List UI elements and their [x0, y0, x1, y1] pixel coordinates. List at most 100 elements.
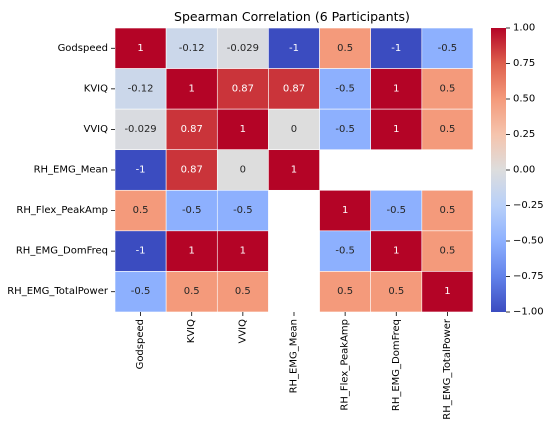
colorbar-tick-label: 0.00: [513, 165, 535, 176]
heatmap-cell: [421, 271, 474, 313]
cell-value-label: -0.12: [128, 83, 154, 94]
column-tick-label: RH_EMG_DomFreq: [391, 319, 402, 411]
heatmap-cell: [421, 189, 474, 232]
cell-value-label: -0.5: [438, 43, 458, 54]
cell-value-label: -0.029: [227, 43, 259, 54]
heatmap-cell: [165, 108, 218, 151]
cell-value-label: 1: [393, 124, 399, 135]
column-tick-label: RH_Flex_PeakAmp: [340, 319, 351, 411]
row-tick-label: RH_EMG_TotalPower: [7, 286, 109, 297]
cell-value-label: 1: [393, 83, 399, 94]
colorbar-tick-label: −0.50: [513, 236, 544, 247]
cell-value-label: 0.87: [181, 124, 203, 135]
colorbar-gradient: [491, 28, 506, 312]
cell-value-label: 0.5: [235, 286, 251, 297]
row-tick-label: RH_Flex_PeakAmp: [16, 205, 108, 216]
heatmap-cell: [319, 108, 371, 151]
cell-value-label: -1: [289, 43, 299, 54]
heatmap-cell: [216, 27, 269, 69]
row-tick-label: Godspeed: [58, 43, 108, 54]
cell-value-label: 0.5: [388, 286, 404, 297]
cell-value-label: -0.12: [179, 43, 205, 54]
cell-value-label: 1: [444, 286, 450, 297]
cell-value-label: 0.5: [337, 286, 353, 297]
cell-value-label: -1: [391, 43, 401, 54]
heatmap-cell: [421, 230, 474, 272]
heatmap-cell: [216, 68, 269, 110]
heatmap-cell: [268, 108, 320, 151]
cell-value-label: 0.87: [283, 83, 305, 94]
heatmap-cell: [216, 271, 269, 313]
heatmap-cell: [370, 271, 423, 313]
column-tick-label: Godspeed: [135, 319, 146, 369]
row-tick-label: RH_EMG_DomFreq: [16, 246, 108, 257]
cell-value-label: 0.5: [133, 205, 149, 216]
row-tick-label: KVIQ: [84, 83, 108, 94]
row-tick-label: VVIQ: [83, 124, 108, 135]
cell-value-label: -1: [136, 165, 146, 176]
cell-value-label: 0: [240, 165, 246, 176]
heatmap-cells: [114, 27, 474, 313]
colorbar-tick-label: −0.75: [513, 271, 544, 282]
cell-value-label: 0: [291, 124, 297, 135]
cell-value-label: 1: [342, 205, 348, 216]
heatmap-cell: [370, 108, 423, 151]
heatmap-cell-labels: 1 -0.12 -0.029 -1 0.5 -1 -0.5 -0.12 1 0.87 0.87 -0.…: [124, 43, 457, 297]
heatmap-cell: [165, 189, 218, 232]
colorbar-tick-label: −0.25: [513, 200, 544, 211]
cell-value-label: -1: [136, 246, 146, 257]
cell-value-label: 0.5: [439, 83, 455, 94]
cell-value-label: -0.029: [124, 124, 156, 135]
cell-value-label: 0.5: [337, 43, 353, 54]
heatmap-cell: [319, 230, 371, 272]
cell-value-label: -0.5: [335, 83, 355, 94]
heatmap-cell: [165, 149, 218, 191]
colorbar-tick-label: 0.75: [513, 58, 535, 69]
cell-value-label: 0.5: [439, 205, 455, 216]
cell-value-label: 1: [137, 43, 143, 54]
heatmap-cell: [268, 149, 320, 191]
heatmap-cell: [114, 27, 167, 69]
heatmap-cell: [421, 108, 474, 151]
chart-title: Spearman Correlation (6 Participants): [174, 9, 410, 24]
heatmap-cell: [370, 230, 423, 272]
cell-value-label: 0.5: [439, 124, 455, 135]
heatmap-cell: [370, 68, 423, 110]
heatmap-cell: [370, 27, 423, 69]
cell-value-label: -0.5: [387, 205, 407, 216]
cell-value-label: 1: [291, 165, 297, 176]
cell-value-label: 1: [189, 246, 195, 257]
cell-value-label: 0.87: [181, 165, 203, 176]
cell-value-label: -0.5: [233, 205, 253, 216]
colorbar: −1.00 −0.75 −0.50 −0.25 0.00 0.25 0.50 0.75 1.00: [491, 23, 544, 318]
column-tick-label: VVIQ: [237, 319, 248, 344]
heatmap-cell: [319, 68, 371, 110]
column-tick-label: RH_EMG_Mean: [288, 319, 299, 393]
heatmap-cell: [216, 108, 269, 151]
colorbar-tick-label: 1.00: [513, 23, 535, 34]
heatmap-cell: [421, 68, 474, 110]
cell-value-label: 0.5: [439, 246, 455, 257]
cell-value-label: -0.5: [335, 124, 355, 135]
cell-value-label: 1: [393, 246, 399, 257]
cell-value-label: -0.5: [335, 246, 355, 257]
heatmap-cell: [165, 271, 218, 313]
heatmap-cell: [114, 271, 167, 313]
colorbar-tick-label: 0.50: [513, 94, 535, 105]
cell-value-label: -0.5: [182, 205, 202, 216]
column-tick-labels: Godspeed KVIQ VVIQ RH_EMG_Mean RH_Flex_PeakA…: [135, 311, 453, 420]
heatmap-cell: [216, 189, 269, 232]
colorbar-tick-label: −1.00: [513, 307, 544, 318]
heatmap-cell: [268, 27, 320, 69]
cell-value-label: 1: [189, 83, 195, 94]
heatmap-cell: [114, 149, 167, 191]
row-tick-label: RH_EMG_Mean: [34, 164, 108, 175]
heatmap-cell: [165, 27, 218, 69]
heatmap-cell: [319, 27, 371, 69]
column-tick-label: RH_EMG_TotalPower: [442, 318, 453, 420]
heatmap-cell: [319, 189, 371, 232]
cell-value-label: 0.87: [232, 83, 254, 94]
column-tick-label: KVIQ: [186, 319, 197, 343]
